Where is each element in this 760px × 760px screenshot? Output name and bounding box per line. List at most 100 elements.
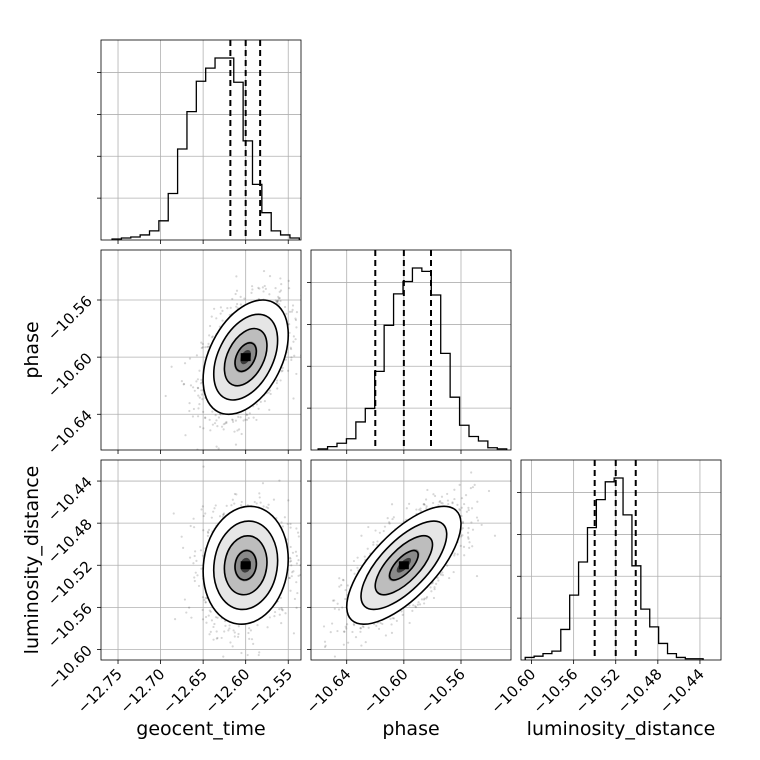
sample-point — [183, 362, 187, 365]
sample-point — [196, 378, 200, 381]
sample-point — [222, 428, 225, 431]
sample-point — [231, 498, 234, 501]
sample-point — [390, 631, 394, 634]
sample-point — [466, 531, 470, 534]
density-peak — [240, 353, 251, 362]
sample-point — [295, 554, 298, 557]
sample-point — [303, 580, 305, 582]
sample-point — [221, 309, 224, 312]
sample-point — [446, 564, 449, 567]
sample-point — [267, 391, 270, 394]
sample-point — [356, 556, 359, 559]
sample-point — [422, 503, 425, 506]
sample-point — [284, 358, 287, 361]
sample-point — [235, 302, 239, 306]
sample-point — [248, 637, 251, 640]
sample-point — [275, 300, 279, 304]
contour-line — [212, 313, 279, 401]
sample-point — [356, 566, 359, 569]
sample-point — [467, 506, 470, 509]
sample-point — [267, 503, 270, 506]
sample-point — [336, 629, 339, 633]
sample-point — [235, 275, 238, 278]
sample-point — [467, 508, 470, 512]
sample-point — [201, 618, 205, 621]
sample-point — [425, 507, 428, 510]
sample-point — [220, 636, 223, 640]
sample-point — [255, 403, 258, 406]
sample-point — [202, 465, 205, 468]
sample-point — [293, 354, 296, 357]
sample-point — [263, 284, 266, 288]
sample-point — [212, 638, 215, 641]
sample-point — [415, 508, 418, 511]
sample-point — [281, 608, 284, 611]
sample-point — [289, 559, 293, 563]
sample-point — [265, 506, 268, 509]
sample-point — [289, 589, 292, 592]
sample-point — [367, 626, 370, 629]
sample-point — [194, 571, 197, 574]
sample-point — [275, 300, 278, 303]
sample-point — [252, 642, 255, 645]
sample-point — [411, 609, 414, 612]
sample-point — [269, 392, 272, 396]
y-tick-label: −10.64 — [44, 406, 96, 458]
sample-point — [211, 335, 214, 338]
sample-point — [289, 522, 292, 526]
sample-point — [233, 635, 236, 638]
sample-point — [322, 625, 326, 628]
sample-point — [235, 493, 238, 496]
sample-point — [280, 370, 283, 373]
sample-point — [189, 524, 192, 528]
sample-point — [276, 387, 279, 390]
sample-point — [470, 521, 473, 524]
sample-point — [222, 512, 226, 515]
sample-point — [352, 622, 355, 626]
sample-point — [286, 369, 290, 372]
sample-point — [440, 573, 443, 576]
sample-point — [304, 586, 306, 588]
sample-point — [289, 347, 293, 351]
x-tick-label: −12.75 — [74, 665, 126, 717]
sample-point — [222, 513, 225, 516]
sample-point — [266, 626, 269, 629]
sample-point — [429, 586, 432, 589]
sample-point — [392, 516, 395, 519]
sample-point — [216, 616, 219, 619]
y-tick-label: −10.52 — [44, 557, 96, 609]
sample-point — [258, 492, 261, 495]
sample-point — [183, 598, 187, 601]
sample-point — [239, 504, 243, 507]
sample-point — [279, 299, 282, 303]
sample-point — [199, 549, 203, 552]
sample-point — [431, 501, 435, 505]
sample-point — [295, 606, 298, 609]
sample-point — [173, 618, 177, 621]
sample-point — [284, 612, 287, 615]
sample-point — [202, 427, 205, 430]
sample-point — [201, 342, 204, 346]
sample-point — [338, 577, 341, 580]
sample-point — [425, 595, 429, 599]
x-tick-label: −10.64 — [303, 665, 355, 717]
sample-point — [221, 319, 224, 322]
sample-point — [289, 545, 292, 549]
sample-point — [257, 407, 260, 410]
sample-point — [228, 627, 231, 630]
sample-point — [287, 279, 290, 282]
sample-point — [359, 630, 362, 633]
sample-point — [460, 535, 463, 538]
sample-point — [231, 420, 235, 423]
sample-point — [295, 581, 298, 584]
sample-point — [193, 576, 196, 579]
sample-point — [304, 568, 306, 570]
sample-point — [426, 488, 429, 492]
sample-point — [290, 358, 293, 362]
sample-point — [198, 396, 201, 399]
y-tick-label: −10.56 — [44, 292, 96, 344]
sample-point — [290, 564, 293, 567]
sample-point — [195, 380, 198, 383]
sample-point — [292, 632, 296, 635]
sample-point — [433, 494, 437, 498]
